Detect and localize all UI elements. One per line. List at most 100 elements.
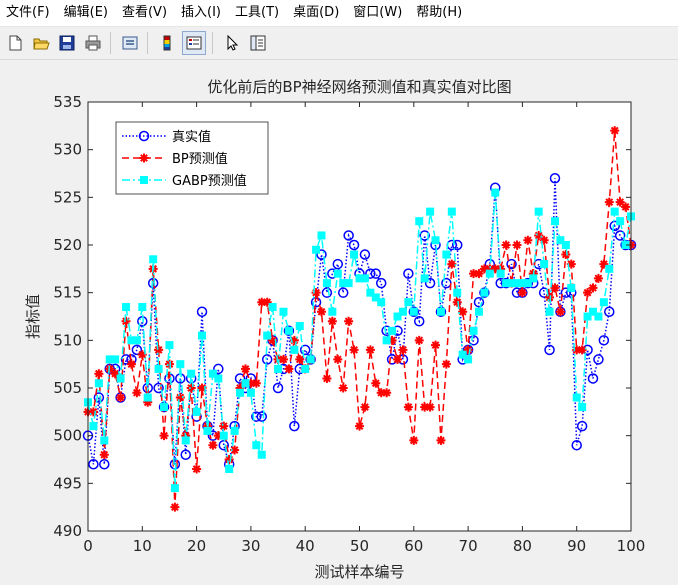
data-point bbox=[539, 235, 549, 245]
y-tick-label: 515 bbox=[53, 284, 82, 302]
data-point bbox=[479, 287, 490, 298]
pointer-icon[interactable] bbox=[221, 32, 243, 54]
data-point bbox=[473, 296, 485, 308]
y-tick-label: 495 bbox=[53, 474, 82, 492]
data-point bbox=[143, 393, 152, 402]
toolbar bbox=[0, 27, 678, 60]
legend-entry: BP预测值 bbox=[122, 151, 228, 167]
data-point bbox=[393, 354, 403, 364]
link-icon[interactable] bbox=[119, 32, 141, 54]
data-point bbox=[442, 250, 451, 259]
y-tick-label: 525 bbox=[53, 188, 82, 206]
series-line bbox=[87, 178, 631, 465]
data-point bbox=[321, 287, 333, 298]
data-point bbox=[272, 382, 284, 394]
data-point bbox=[181, 436, 190, 445]
data-point bbox=[89, 422, 98, 431]
data-point bbox=[187, 369, 196, 378]
data-point bbox=[382, 336, 391, 345]
data-point bbox=[561, 250, 571, 260]
data-point bbox=[371, 293, 380, 302]
data-point bbox=[403, 268, 414, 279]
data-point bbox=[299, 344, 311, 356]
data-point bbox=[441, 277, 452, 289]
x-tick-label: 90 bbox=[567, 537, 586, 555]
new-file-icon[interactable] bbox=[4, 32, 26, 54]
data-point bbox=[605, 264, 614, 273]
menu-item[interactable]: 窗口(W) bbox=[353, 5, 403, 20]
data-point bbox=[256, 411, 268, 422]
data-point bbox=[316, 249, 327, 260]
data-point bbox=[398, 307, 407, 316]
data-point bbox=[213, 431, 223, 441]
data-point bbox=[197, 383, 207, 393]
data-point bbox=[94, 379, 103, 388]
data-point bbox=[137, 350, 147, 360]
data-point bbox=[572, 393, 581, 402]
chart-title: 优化前后的BP神经网络预测值和真实值对比图 bbox=[207, 78, 511, 96]
data-point bbox=[583, 312, 592, 321]
data-point bbox=[208, 369, 217, 378]
data-point bbox=[425, 402, 435, 412]
data-point bbox=[365, 268, 376, 279]
print-icon[interactable] bbox=[82, 32, 104, 54]
data-point bbox=[153, 382, 164, 394]
data-point bbox=[316, 307, 326, 317]
data-point bbox=[132, 336, 141, 345]
data-point bbox=[235, 383, 245, 393]
data-point bbox=[343, 230, 354, 241]
menu-item[interactable]: 帮助(H) bbox=[416, 5, 463, 20]
menu-item[interactable]: 编辑(E) bbox=[63, 5, 108, 20]
property-editor-icon[interactable] bbox=[247, 32, 269, 54]
menu-item[interactable]: 查看(V) bbox=[121, 5, 168, 20]
data-point bbox=[550, 283, 560, 293]
menu-item[interactable]: 工具(T) bbox=[235, 5, 280, 20]
toolbar-separator bbox=[147, 32, 148, 54]
data-point bbox=[160, 403, 169, 412]
data-point bbox=[464, 355, 473, 364]
open-folder-icon[interactable] bbox=[30, 32, 52, 54]
save-icon[interactable] bbox=[56, 32, 78, 54]
data-point bbox=[218, 439, 229, 451]
menu-item[interactable]: 插入(I) bbox=[181, 5, 222, 20]
data-point bbox=[583, 288, 593, 298]
data-point bbox=[588, 283, 598, 293]
data-point bbox=[332, 258, 344, 270]
data-point bbox=[93, 392, 105, 403]
data-point bbox=[469, 269, 479, 279]
data-point bbox=[328, 307, 337, 316]
data-point bbox=[306, 355, 315, 364]
menu-item[interactable]: 文件(F) bbox=[6, 5, 50, 20]
data-point bbox=[578, 403, 587, 412]
menu-item[interactable]: 桌面(D) bbox=[293, 5, 340, 20]
legend-label: BP预测值 bbox=[172, 151, 228, 167]
legend[interactable]: 真实值 BP预测值 GABP预测值 bbox=[115, 121, 269, 195]
data-point bbox=[219, 431, 228, 440]
data-point bbox=[301, 364, 310, 373]
data-point bbox=[338, 383, 348, 393]
data-point bbox=[234, 373, 246, 384]
data-point bbox=[436, 307, 445, 316]
figure-window: 0 10 20 30 40 50 60 70 80 90 100 490 495 500 505 510 515… bbox=[0, 60, 678, 581]
data-point bbox=[587, 373, 599, 384]
data-point bbox=[257, 297, 267, 307]
data-point bbox=[192, 407, 201, 416]
data-point bbox=[355, 421, 364, 431]
data-point bbox=[337, 287, 349, 298]
data-point bbox=[556, 236, 565, 245]
data-point bbox=[441, 359, 451, 369]
data-point bbox=[159, 431, 169, 441]
x-tick-label: 60 bbox=[404, 537, 423, 555]
y-tick-label: 505 bbox=[53, 379, 82, 397]
data-point bbox=[490, 264, 500, 274]
data-point bbox=[529, 274, 538, 283]
data-point bbox=[154, 345, 164, 355]
colorbar-icon[interactable] bbox=[156, 32, 178, 54]
data-point bbox=[501, 240, 511, 250]
data-point bbox=[257, 450, 266, 459]
x-tick-label: 0 bbox=[83, 537, 93, 555]
data-point bbox=[246, 388, 255, 397]
data-point bbox=[506, 258, 517, 270]
legend-icon[interactable] bbox=[182, 31, 206, 55]
data-point bbox=[165, 341, 174, 350]
